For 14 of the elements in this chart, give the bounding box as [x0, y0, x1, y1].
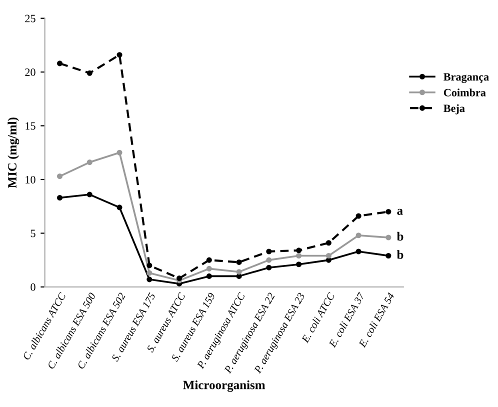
legend-label: Coimbra [444, 88, 486, 96]
y-tick-label: 20 [25, 68, 36, 76]
legend-label: Beja [444, 104, 465, 114]
y-tick-label: 0 [30, 283, 36, 291]
y-tick-label: 15 [26, 122, 36, 130]
y-tick-label: 5 [30, 230, 36, 238]
x-axis-title: Microorganism [183, 380, 266, 392]
y-tick-label: 10 [26, 176, 36, 184]
annotation: b [396, 250, 404, 259]
annotation: a [397, 208, 403, 215]
legend-label: Bragança [444, 73, 489, 83]
annotation: b [396, 232, 404, 241]
y-tick-label: 25 [25, 14, 36, 22]
y-axis-title: MIC (mg/ml) [8, 118, 20, 188]
